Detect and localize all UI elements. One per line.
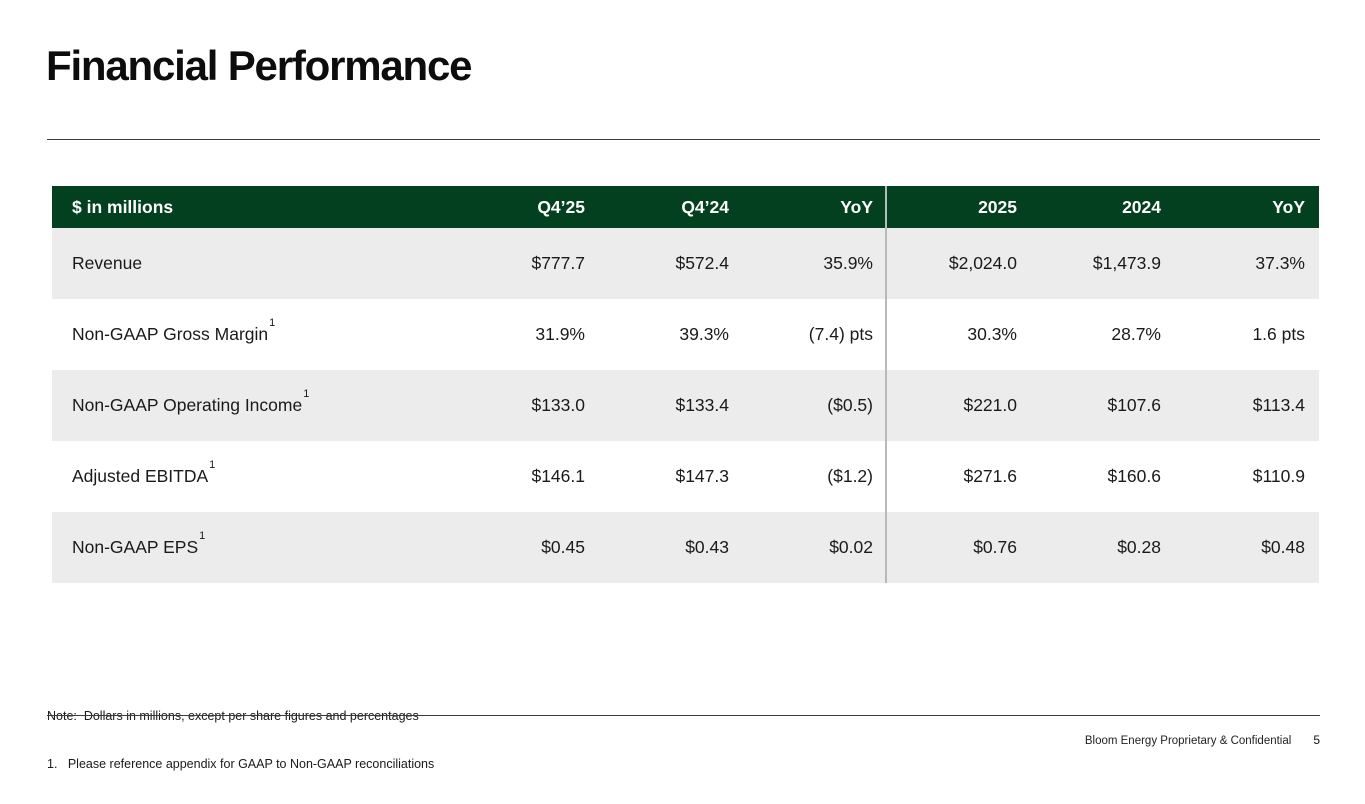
header-cell-2025: 2025 [978, 196, 1017, 217]
cell-value: $0.43 [685, 537, 729, 557]
cell-value: $0.45 [541, 537, 585, 557]
cell-value: 30.3% [967, 324, 1017, 344]
cell-value: ($1.2) [827, 466, 873, 486]
row-label: Non-GAAP EPS1 [52, 530, 441, 558]
row-label: Non-GAAP Gross Margin1 [52, 317, 441, 345]
cell-value: $133.4 [675, 395, 729, 415]
footnotes: Note: Dollars in millions, except per sh… [47, 676, 434, 804]
table-vertical-divider [885, 186, 887, 583]
cell-value: $110.9 [1252, 466, 1305, 486]
cell-value: $0.76 [973, 537, 1017, 557]
cell-value: ($0.5) [827, 395, 873, 415]
row-label-text: Adjusted EBITDA [72, 466, 209, 486]
cell-value: 37.3% [1255, 253, 1305, 273]
page-number: 5 [1313, 733, 1320, 747]
cell-value: 1.6 pts [1252, 324, 1305, 344]
header-cell-q425: Q4’25 [537, 196, 585, 217]
footnote-superscript: 1 [199, 530, 206, 543]
cell-value: $146.1 [531, 466, 585, 486]
footnote-superscript: 1 [269, 317, 276, 330]
cell-value: (7.4) pts [808, 324, 873, 344]
header-cell-q424: Q4’24 [681, 196, 729, 217]
row-label-text: Non-GAAP Gross Margin [72, 324, 269, 344]
table-row-non-gaap-eps: Non-GAAP EPS1 $0.45 $0.43 $0.02 $0.76 $0… [52, 512, 1319, 583]
cell-value: 39.3% [679, 324, 729, 344]
note-line-2: 1. Please reference appendix for GAAP to… [47, 757, 435, 771]
table-header-row: $ in millions Q4’25 Q4’24 YoY 2025 2024 … [52, 186, 1319, 228]
cell-value: $777.7 [531, 253, 585, 273]
header-cell-yoy-q: YoY [840, 196, 873, 217]
page-title: Financial Performance [46, 42, 472, 89]
row-label-text: Non-GAAP Operating Income [72, 395, 303, 415]
cell-value: $0.48 [1261, 537, 1305, 557]
cell-value: 28.7% [1111, 324, 1161, 344]
table-row-gross-margin: Non-GAAP Gross Margin1 31.9% 39.3% (7.4)… [52, 299, 1319, 370]
header-cell-yoy-fy: YoY [1272, 196, 1305, 217]
cell-value: $271.6 [963, 466, 1017, 486]
footer-divider [47, 715, 1320, 716]
cell-value: $160.6 [1107, 466, 1161, 486]
cell-value: $147.3 [675, 466, 729, 486]
table-row-adjusted-ebitda: Adjusted EBITDA1 $146.1 $147.3 ($1.2) $2… [52, 441, 1319, 512]
footnote-superscript: 1 [303, 388, 310, 401]
cell-value: $0.02 [829, 537, 873, 557]
confidential-label: Bloom Energy Proprietary & Confidential [1084, 735, 1292, 747]
slide-footer: Bloom Energy Proprietary & Confidential … [47, 733, 1320, 747]
table-row-revenue: Revenue $777.7 $572.4 35.9% $2,024.0 $1,… [52, 228, 1319, 299]
note-line-1: Note: Dollars in millions, except per sh… [47, 709, 419, 723]
cell-value: $0.28 [1117, 537, 1161, 557]
cell-value: 35.9% [823, 253, 873, 273]
table-row-operating-income: Non-GAAP Operating Income1 $133.0 $133.4… [52, 370, 1319, 441]
cell-value: $2,024.0 [948, 253, 1017, 273]
financial-table: $ in millions Q4’25 Q4’24 YoY 2025 2024 … [52, 186, 1319, 583]
cell-value: $133.0 [531, 395, 585, 415]
cell-value: $221.0 [963, 395, 1017, 415]
cell-value: $113.4 [1252, 395, 1305, 415]
row-label: Revenue [52, 253, 441, 274]
header-cell-label: $ in millions [72, 196, 174, 217]
title-divider [47, 139, 1320, 140]
cell-value: $572.4 [675, 253, 729, 273]
row-label-text: Non-GAAP EPS [72, 537, 199, 557]
row-label: Non-GAAP Operating Income1 [52, 388, 441, 416]
cell-value: $107.6 [1107, 395, 1161, 415]
slide: Financial Performance $ in millions Q4’2… [46, 42, 1320, 771]
row-label: Adjusted EBITDA1 [52, 459, 441, 487]
cell-value: 31.9% [535, 324, 585, 344]
header-cell-2024: 2024 [1122, 196, 1161, 217]
row-label-text: Revenue [72, 253, 143, 273]
cell-value: $1,473.9 [1092, 253, 1161, 273]
footnote-superscript: 1 [209, 459, 216, 472]
